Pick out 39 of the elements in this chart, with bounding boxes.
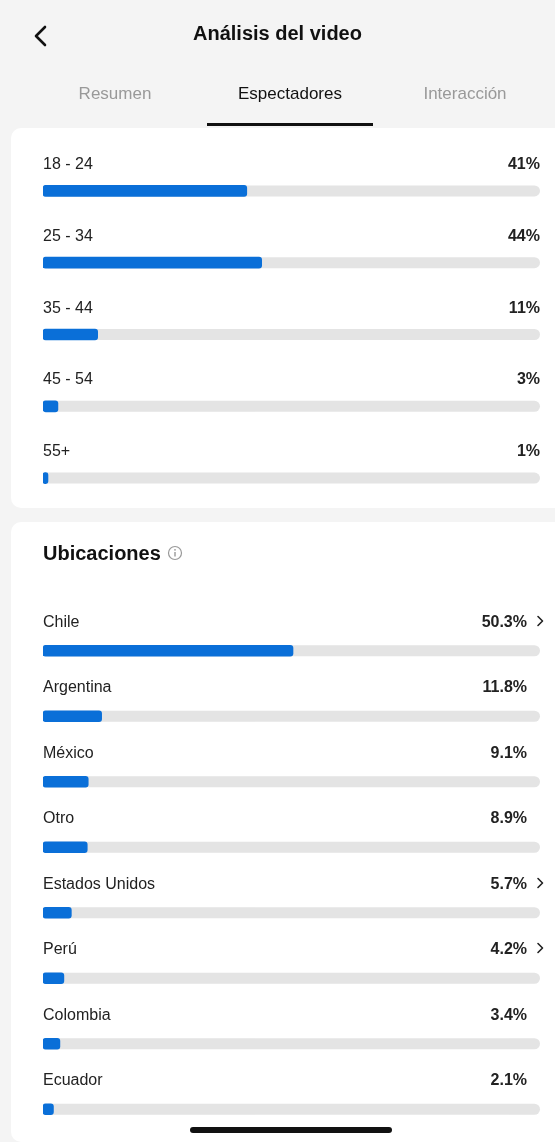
text: Espectadores	[237, 84, 343, 104]
text: Interacción	[422, 84, 508, 104]
data-label: 2.1%	[490, 1071, 527, 1089]
category-label: 18 - 24	[43, 154, 93, 172]
chart-title: Ubicaciones	[43, 542, 162, 565]
bar	[43, 972, 65, 985]
bar	[43, 328, 98, 341]
chart-title: Análisis del video	[192, 22, 363, 45]
bar	[43, 841, 88, 854]
data-label: 44%	[507, 226, 540, 244]
data-label: 3.4%	[490, 1005, 527, 1023]
data-label: 9.1%	[490, 743, 527, 761]
text: Resumen	[77, 84, 153, 104]
bar	[43, 400, 59, 413]
category-label: 25 - 34	[43, 226, 93, 244]
category-label: Perú	[43, 940, 77, 958]
category-label: Colombia	[43, 1005, 111, 1023]
category-label: 45 - 54	[43, 370, 93, 388]
category-label: México	[43, 743, 94, 761]
data-label: 41%	[507, 154, 540, 172]
category-label: Estados Unidos	[43, 874, 156, 892]
bar	[43, 1037, 61, 1050]
data-label: 11.8%	[482, 678, 527, 696]
data-label: 50.3%	[481, 612, 527, 630]
category-label: Argentina	[43, 678, 112, 696]
data-label: 4.2%	[490, 940, 527, 958]
category-label: 35 - 44	[43, 298, 93, 316]
category-label: 55+	[43, 442, 71, 460]
bar	[43, 906, 72, 919]
data-label: 11%	[508, 298, 540, 316]
data-label: 5.7%	[490, 874, 527, 892]
bar	[43, 710, 102, 723]
category-label: Chile	[43, 612, 80, 630]
data-label: 1%	[516, 442, 540, 460]
bar	[43, 775, 89, 788]
data-label: 3%	[516, 370, 540, 388]
category-label: Ecuador	[43, 1071, 103, 1089]
data-label: 8.9%	[490, 809, 527, 827]
category-label: Otro	[43, 809, 75, 827]
